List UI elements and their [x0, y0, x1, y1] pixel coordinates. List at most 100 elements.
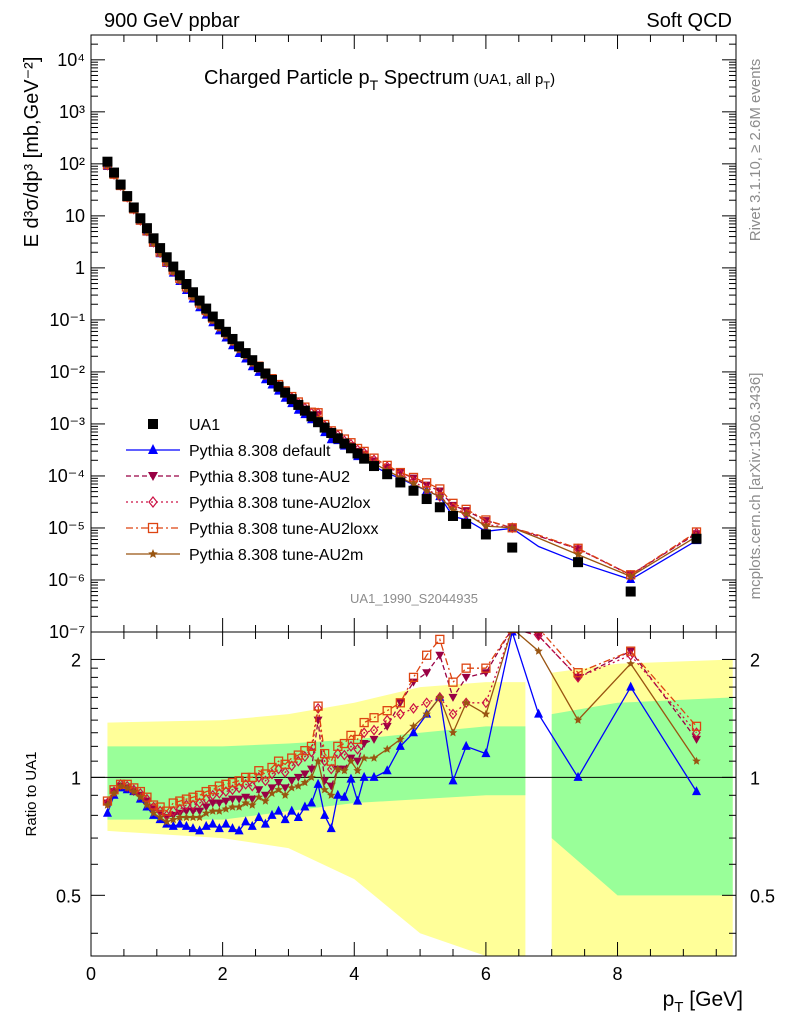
ratio-point — [339, 738, 350, 749]
ua1-data-point — [174, 270, 185, 281]
y-tick-label: 10⁻¹ — [49, 310, 85, 330]
ua1-data-point — [227, 333, 238, 344]
ua1-data-point — [188, 287, 199, 298]
ratio-point — [533, 632, 544, 634]
ratio-point — [287, 783, 296, 792]
ratio-point — [287, 753, 297, 763]
ratio-point — [228, 823, 238, 833]
spectrum-point — [481, 521, 491, 530]
ratio-point — [626, 681, 636, 691]
ratio-point — [201, 808, 211, 817]
ratio-point — [395, 740, 405, 750]
ua1-data-point — [395, 477, 406, 488]
ua1-data-point — [293, 399, 304, 410]
legend-marker — [148, 549, 158, 558]
ratio-point — [280, 759, 290, 769]
ratio-point — [109, 788, 119, 798]
ratio-point — [353, 795, 363, 805]
ua1-data-point — [181, 278, 192, 289]
ua1-data-point — [434, 502, 445, 513]
ratio-point — [435, 651, 445, 660]
top-y-axis-label: E d³σ/dp³ [mb,GeV⁻²] — [21, 57, 43, 248]
ratio-point — [221, 797, 231, 806]
ratio-point — [481, 669, 491, 678]
ratio-tick-label-left: 0.5 — [56, 886, 81, 906]
spectrum-point — [435, 492, 445, 501]
y-tick-label: 10⁻⁷ — [49, 622, 85, 642]
ratio-point — [409, 721, 418, 730]
ua1-data-point — [109, 167, 120, 178]
ua1-data-point — [148, 233, 159, 244]
ratio-point — [382, 744, 392, 753]
ratio-point — [300, 770, 310, 779]
ratio-point — [122, 783, 132, 792]
ratio-point — [626, 659, 635, 668]
ratio-point — [573, 715, 583, 724]
ratio-point — [509, 632, 515, 633]
ratio-point — [214, 799, 224, 808]
ratio-point — [254, 786, 264, 795]
ratio-point — [692, 786, 702, 796]
ratio-point — [333, 764, 343, 773]
ua1-data-point — [286, 394, 297, 405]
ratio-point — [326, 756, 336, 766]
ua1-data-point — [102, 156, 113, 167]
ua1-data-point — [141, 223, 152, 234]
ratio-plot-frame — [90, 631, 737, 957]
ratio-point — [241, 798, 250, 807]
spectrum-point — [422, 483, 431, 495]
ratio-point — [267, 788, 277, 798]
ua1-data-point — [247, 355, 258, 366]
axis-ticks: 10⁴10³10²10110⁻¹10⁻²10⁻³10⁻⁴10⁻⁵10⁻⁶10⁻⁷… — [48, 34, 775, 984]
spectrum-point — [409, 474, 418, 483]
ratio-point — [227, 777, 238, 788]
ratio-point — [573, 771, 583, 781]
ratio-point — [448, 677, 458, 687]
ratio-point — [182, 813, 191, 822]
legend-label: Pythia 8.308 tune-AU2 — [189, 469, 350, 486]
x-tick-label: 2 — [218, 964, 228, 984]
ratio-point — [448, 693, 458, 702]
legend-label: UA1 — [189, 417, 220, 434]
ratio-point — [260, 791, 270, 800]
ratio-point — [169, 815, 178, 824]
ua1-data-point — [326, 427, 337, 438]
ratio-point — [280, 790, 290, 799]
ratio-point — [320, 809, 330, 819]
legend-label: Pythia 8.308 tune-AU2lox — [189, 495, 370, 512]
ratio-plot-series — [102, 632, 702, 835]
ratio-point — [382, 765, 392, 775]
rivet-version-label: Rivet 3.1.10, ≥ 2.6M events — [747, 59, 764, 242]
ratio-point — [313, 778, 323, 788]
ratio-point — [320, 785, 329, 794]
ua1-data-point — [194, 295, 205, 306]
spectrum-point — [626, 571, 635, 581]
ratio-point — [692, 756, 701, 765]
ua1-data-point — [273, 381, 284, 392]
ratio-point — [306, 797, 316, 807]
x-axis-label: pT [GeV] — [663, 988, 743, 1016]
ratio-point — [287, 805, 297, 815]
ratio-point — [142, 800, 152, 809]
ratio-point — [208, 799, 218, 808]
ratio-point — [573, 671, 583, 683]
ua1-data-point — [345, 443, 356, 454]
ratio-point — [188, 807, 198, 816]
ratio-point — [461, 698, 471, 707]
ratio-point — [181, 794, 192, 804]
ua1-data-point — [352, 448, 363, 459]
legend-marker — [148, 419, 158, 429]
ratio-point — [359, 717, 369, 728]
ratio-point — [573, 668, 583, 678]
ratio-point — [306, 765, 316, 774]
ua1-data-point — [115, 179, 126, 190]
ratio-point — [481, 663, 491, 673]
header-left: 900 GeV ppbar — [104, 10, 240, 32]
ratio-point — [326, 790, 336, 799]
ratio-point — [162, 817, 171, 826]
ratio-point — [359, 753, 369, 762]
analysis-id-label: UA1_1990_S2044935 — [350, 591, 478, 606]
ratio-point — [228, 795, 238, 804]
ratio-point — [359, 771, 369, 781]
ratio-point — [369, 771, 379, 781]
